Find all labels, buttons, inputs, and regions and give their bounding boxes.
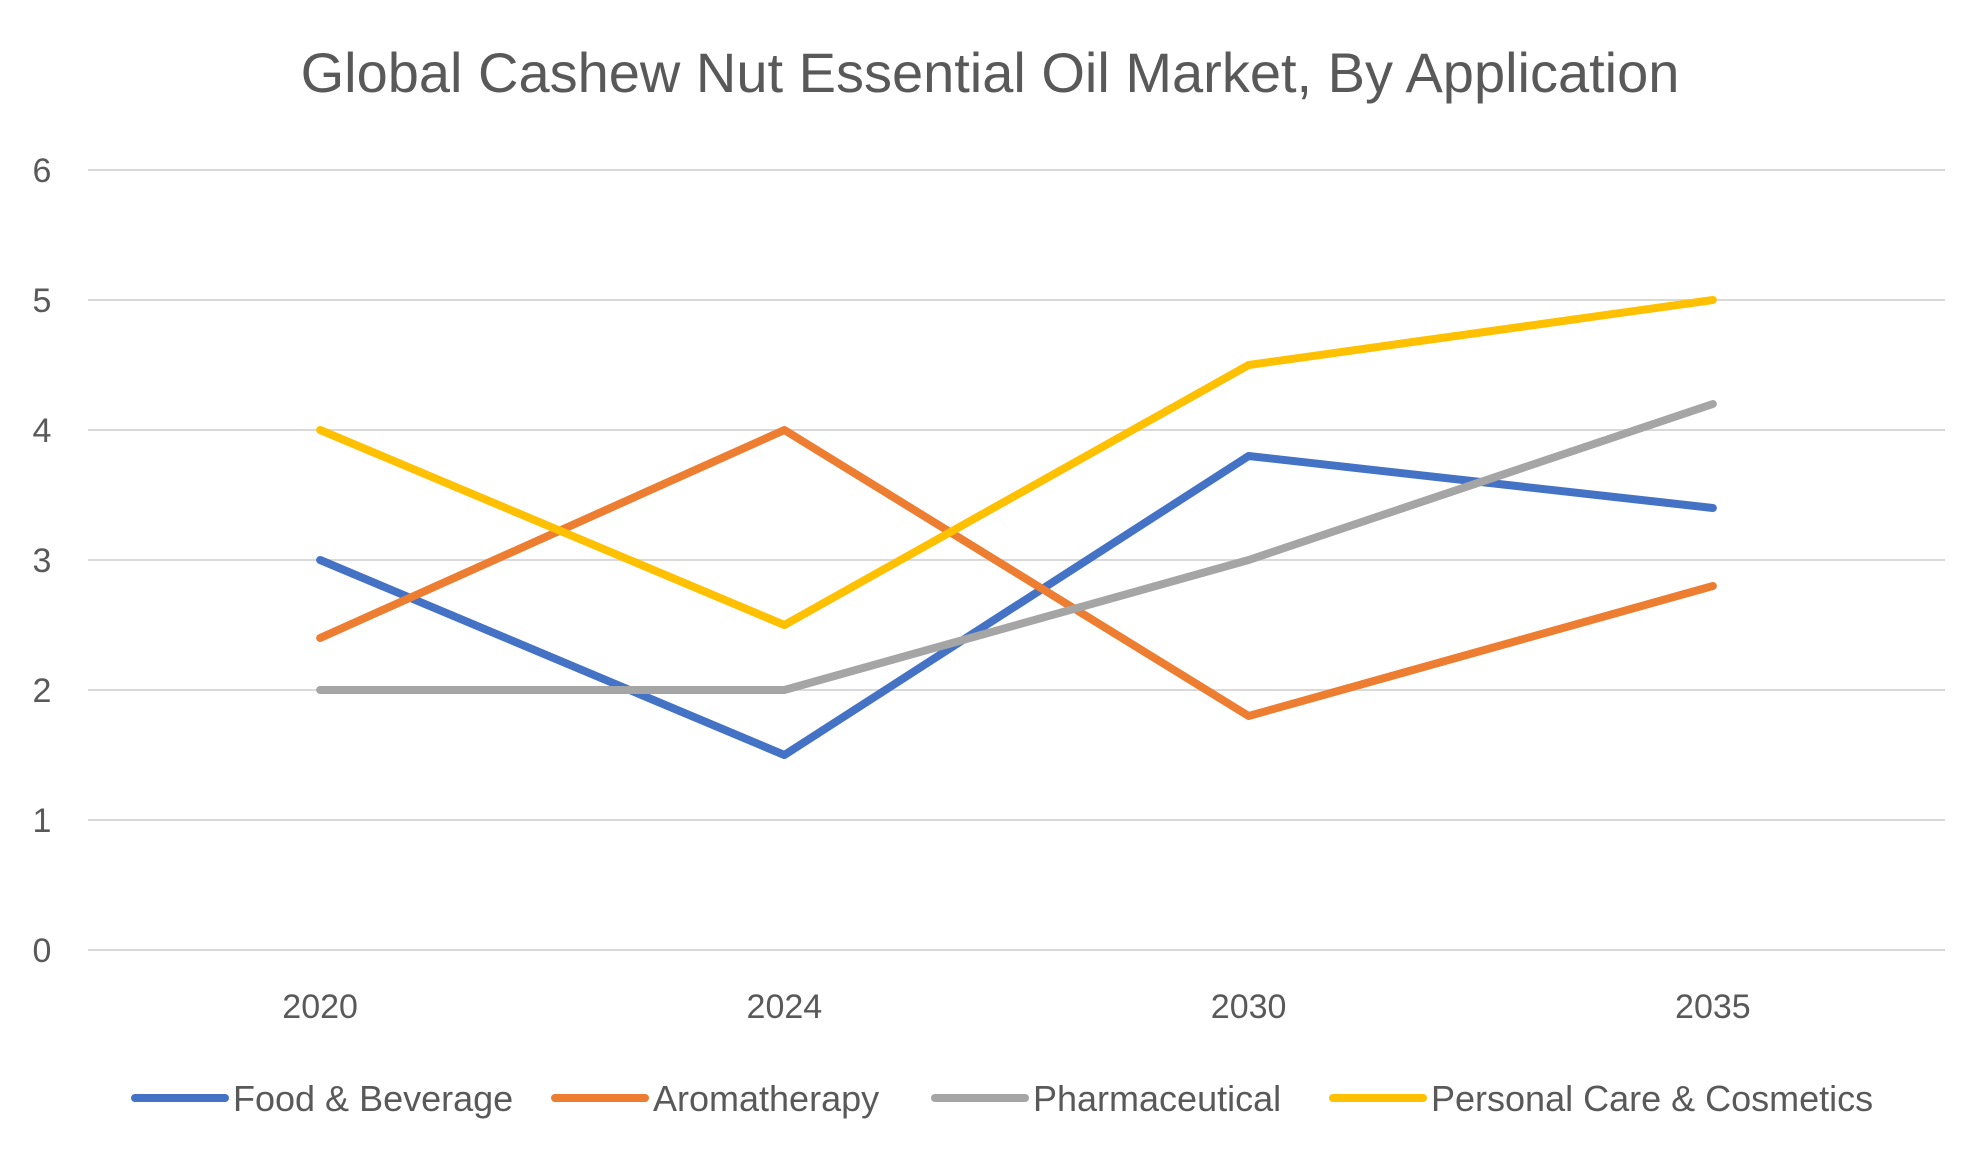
series-line-food-beverage — [316, 452, 1717, 759]
series-line-pharmaceutical — [316, 400, 1717, 694]
y-tick-label: 1 — [33, 802, 52, 840]
legend-label: Personal Care & Cosmetics — [1431, 1078, 1873, 1119]
legend-label: Aromatherapy — [653, 1078, 879, 1119]
x-tick-label: 2035 — [1675, 988, 1751, 1026]
x-tick-label: 2030 — [1211, 988, 1287, 1026]
y-tick-label: 3 — [33, 542, 52, 580]
series-line-aromatherapy — [316, 426, 1717, 720]
y-tick-label: 0 — [33, 932, 52, 970]
legend-label: Food & Beverage — [233, 1078, 513, 1119]
legend-label: Pharmaceutical — [1033, 1078, 1281, 1119]
legend: Food & Beverage Aromatherapy Pharmaceutica… — [131, 1078, 1873, 1119]
y-tick-label: 4 — [33, 412, 52, 450]
y-axis-tick-labels: 0 1 2 3 4 5 6 — [33, 152, 52, 970]
series-line-personal-care-cosmetics — [316, 296, 1717, 629]
y-tick-label: 5 — [33, 282, 52, 320]
x-tick-label: 2024 — [747, 988, 823, 1026]
chart-title: Global Cashew Nut Essential Oil Market, … — [301, 41, 1680, 104]
series-lines — [316, 296, 1717, 759]
x-axis-tick-labels: 2020 2024 2030 2035 — [282, 988, 1750, 1026]
x-tick-label: 2020 — [282, 988, 358, 1026]
y-tick-label: 6 — [33, 152, 52, 190]
gridlines — [88, 169, 1945, 951]
y-tick-label: 2 — [33, 672, 52, 710]
